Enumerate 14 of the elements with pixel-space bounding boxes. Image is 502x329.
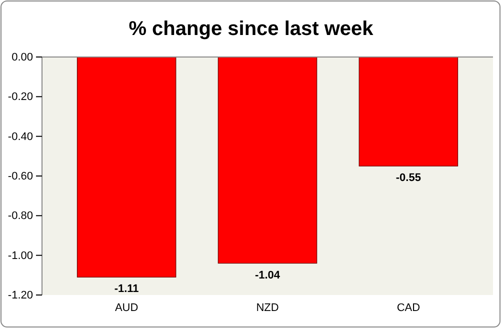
y-tick-label: -0.60 (8, 170, 33, 183)
y-tick-label: -0.20 (8, 91, 33, 104)
x-tick-label: NZD (256, 302, 279, 314)
chart-title: % change since last week (128, 18, 374, 40)
y-tick-label: -1.20 (8, 290, 33, 302)
y-tick-label: -1.00 (8, 250, 33, 262)
y-tick-label: 0.00 (12, 52, 33, 64)
y-tick-label: -0.80 (8, 210, 33, 222)
y-tick-label: -0.40 (8, 130, 33, 143)
data-label: -1.11 (114, 283, 139, 296)
data-label: -1.04 (254, 269, 281, 282)
x-tick-label: AUD (114, 302, 138, 314)
x-tick-label: CAD (396, 302, 420, 314)
data-label: -0.55 (396, 172, 421, 184)
